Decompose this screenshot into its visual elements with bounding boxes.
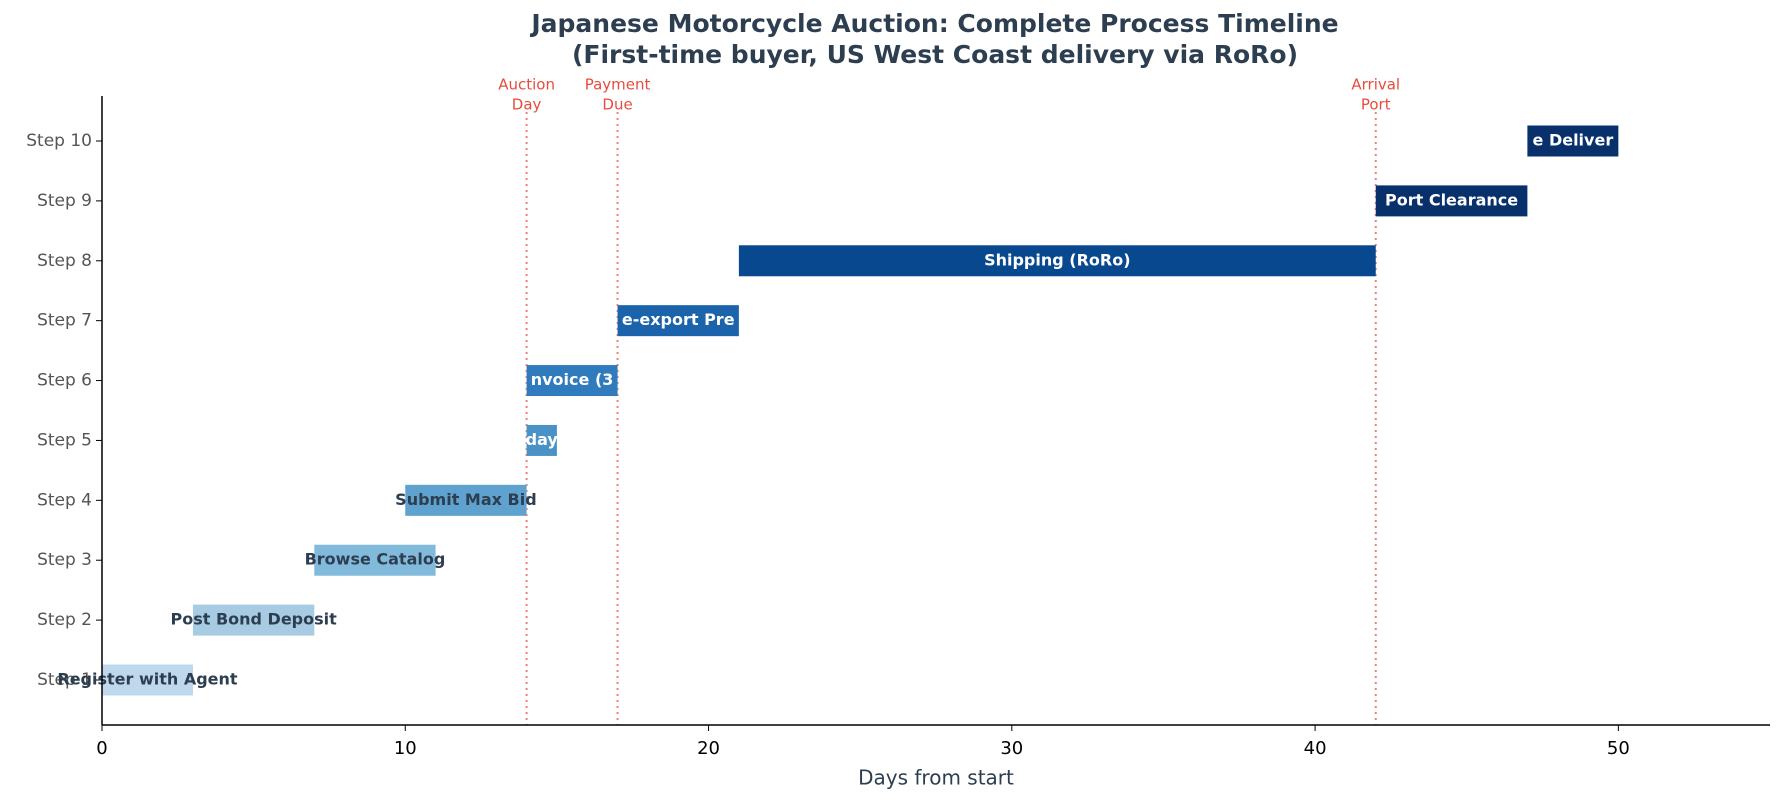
bar <box>102 664 193 696</box>
marker-label: Due <box>602 96 632 114</box>
bar-label: Submit Max Bid <box>395 490 536 509</box>
bar-label: Shipping (RoRo) <box>984 250 1130 269</box>
y-tick-label: Step 3 <box>37 550 92 570</box>
bar <box>405 484 527 516</box>
y-tick-label: Step 4 <box>37 490 92 510</box>
x-tick-label: 40 <box>1304 738 1327 759</box>
chart-title: Japanese Motorcycle Auction: Complete Pr… <box>529 9 1338 38</box>
bar <box>526 424 557 456</box>
y-tick-label: Step 8 <box>37 251 92 271</box>
bar-label: Register with Agent <box>57 670 238 689</box>
marker-label: Arrival <box>1351 76 1400 94</box>
y-tick-label: Step 5 <box>37 430 92 450</box>
x-tick-label: 0 <box>96 738 107 759</box>
bar-label: Browse Catalog <box>305 550 446 569</box>
bar <box>526 365 618 397</box>
bar <box>1375 185 1528 217</box>
y-tick-label: Step 2 <box>37 610 92 630</box>
bar <box>314 544 436 576</box>
bar-label: Port Clearance <box>1385 190 1518 209</box>
marker-label: Payment <box>585 76 651 94</box>
bar <box>192 604 315 636</box>
bar-label: e Deliver <box>1533 131 1614 150</box>
bar <box>617 305 739 337</box>
y-tick-label: Step 9 <box>37 191 92 211</box>
x-tick-label: 30 <box>1000 738 1023 759</box>
bar <box>1527 125 1619 157</box>
y-tick-label: Step 10 <box>26 131 92 151</box>
marker-label: Port <box>1361 96 1391 114</box>
chart-subtitle: (First-time buyer, US West Coast deliver… <box>572 40 1298 69</box>
bar-label: nvoice (3 <box>531 370 614 389</box>
bar <box>738 245 1376 277</box>
bar-label: day <box>526 430 559 449</box>
bar-label: e-export Pre <box>622 310 735 329</box>
marker-label: Day <box>512 96 542 114</box>
y-tick-label: Step 6 <box>37 371 92 391</box>
x-tick-label: 10 <box>394 738 417 759</box>
y-tick-label: Step 7 <box>37 311 92 331</box>
x-tick-label: 50 <box>1607 738 1630 759</box>
marker-label: Auction <box>498 76 555 94</box>
y-tick-label: Step 1 <box>37 670 92 690</box>
x-tick-label: 20 <box>697 738 720 759</box>
bar-label: Post Bond Deposit <box>170 610 337 629</box>
x-axis-label: Days from start <box>858 766 1014 790</box>
